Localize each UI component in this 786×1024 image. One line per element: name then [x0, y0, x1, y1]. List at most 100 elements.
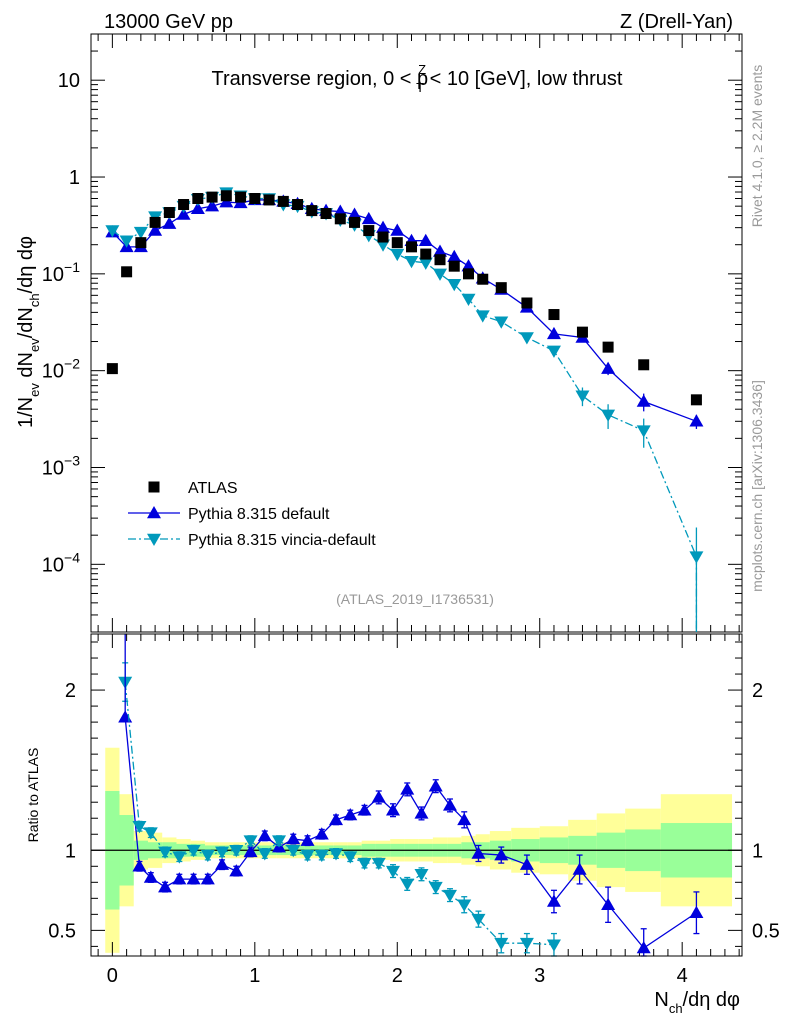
atlas-point [448, 260, 460, 272]
atlas-point [602, 341, 614, 353]
ratio-series [118, 634, 704, 957]
y-tick-label: 2 [752, 680, 763, 702]
default-ratio-point [385, 803, 400, 816]
default-ratio-point [601, 897, 616, 910]
default-point [546, 326, 561, 340]
atlas-point [206, 191, 218, 203]
y-tick-label: 0.5 [48, 920, 76, 942]
atlas-point [690, 394, 702, 406]
atlas-point [576, 326, 588, 338]
default-ratio-point [400, 782, 415, 795]
default-ratio-point [371, 790, 386, 803]
vincia-ratio-point [457, 899, 472, 912]
default-point [148, 223, 163, 236]
default-ratio-point [494, 848, 509, 861]
default-point [347, 207, 362, 220]
default-ratio-point [186, 872, 201, 885]
vincia-point [404, 255, 419, 269]
vincia-point [447, 279, 462, 292]
vincia-ratio-point [414, 869, 429, 882]
main-axes: 10 1 10−1 10−2 10−3 10−4 [42, 33, 742, 633]
atlas-point [521, 297, 533, 309]
main-y-axis-label: 1/Nev dNev/dNch/dη dφ [15, 236, 42, 428]
vincia-point [575, 390, 590, 403]
atlas-point [263, 194, 275, 206]
default-ratio-point [428, 779, 443, 792]
vincia-point [418, 257, 433, 270]
legend-label: Pythia 8.315 vincia-default [188, 532, 376, 549]
x-tick-label: 2 [392, 965, 403, 987]
vincia-point [390, 248, 405, 262]
y-tick-label: 10−1 [42, 259, 80, 286]
default-ratio-point [215, 857, 230, 870]
vincia-point [689, 551, 704, 564]
default-ratio-point [286, 832, 301, 845]
default-ratio-point [172, 872, 187, 885]
y-tick-label: 0.5 [752, 920, 780, 942]
default-ratio-point [457, 812, 472, 826]
atlas-point [363, 225, 375, 237]
vincia-ratio-point [229, 845, 244, 858]
atlas-point [462, 268, 474, 280]
atlas-point [548, 309, 560, 321]
vincia-line [111, 191, 698, 557]
ratio-plot-frame [90, 633, 743, 957]
vincia-ratio-point [158, 846, 173, 859]
default-point [636, 394, 651, 407]
x-axis-label: Nch/dη dφ [654, 989, 740, 1016]
legend-marker [148, 481, 160, 493]
y-tick-label: 1 [69, 167, 80, 189]
ratio-axes: 0 1 2 3 4 0.5 0.5 1 1 2 2 [48, 634, 780, 987]
atlas-point [406, 241, 418, 253]
ratio-bands [91, 747, 742, 953]
default-ratio-point [546, 894, 561, 907]
atlas-point [377, 231, 389, 243]
default-point [689, 414, 704, 427]
default-ratio-point [471, 846, 486, 859]
default-ratio-point [200, 872, 215, 885]
main-series [105, 187, 704, 632]
default-ratio-point [132, 859, 147, 872]
atlas-point [220, 190, 232, 202]
vincia-point [119, 235, 134, 248]
default-point [418, 233, 433, 246]
default-ratio-point [329, 812, 344, 826]
atlas-point [249, 193, 261, 205]
atlas-point [235, 191, 247, 203]
vincia-ratio-point [215, 846, 230, 859]
vincia-ratio-point [200, 849, 215, 863]
default-ratio-point [357, 803, 372, 816]
vincia-point [475, 310, 490, 323]
main-title: Transverse region, 0 < pZ T < 10 [GeV], l… [212, 62, 623, 95]
vincia-ratio-point [257, 848, 272, 861]
vincia-ratio-point [143, 827, 158, 840]
ratio-y-axis-label: Ratio to ATLAS [25, 748, 41, 843]
y-tick-label: 1 [752, 840, 763, 862]
rivet-label: Rivet 4.1.0, ≥ 2.2M events [749, 65, 765, 228]
atlas-point [163, 207, 175, 219]
atlas-point [306, 205, 318, 217]
vincia-point [461, 293, 476, 306]
default-ratio-point [158, 880, 173, 893]
default-point [433, 244, 448, 257]
default-ratio-point [314, 827, 329, 840]
default-ratio-point [519, 857, 534, 870]
vincia-ratio-point [494, 937, 509, 951]
atlas-point [149, 216, 161, 228]
vincia-ratio-point [428, 881, 443, 895]
default-ratio-point [636, 940, 651, 954]
default-point [176, 207, 191, 220]
vincia-ratio-line [124, 681, 555, 946]
x-tick-label: 4 [677, 965, 688, 987]
atlas-point [277, 195, 289, 207]
y-tick-label: 1 [65, 840, 76, 862]
vincia-ratio-point [243, 835, 258, 848]
vincia-ratio-point [343, 851, 358, 864]
y-tick-label: 2 [65, 680, 76, 702]
vincia-ratio-point [329, 848, 344, 861]
y-tick-label: 10−3 [42, 452, 80, 479]
atlas-point [121, 266, 133, 278]
atlas-point [434, 254, 446, 266]
vincia-ratio-point [371, 857, 386, 871]
